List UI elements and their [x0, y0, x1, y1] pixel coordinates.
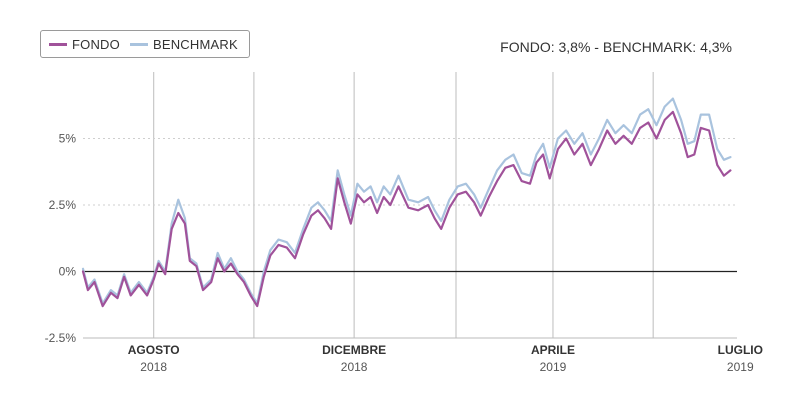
x-tick-year-label: 2018 [140, 360, 167, 374]
legend-item-fondo[interactable]: FONDO [49, 37, 120, 52]
x-tick-year-label: 2019 [540, 360, 567, 374]
x-tick-year-label: 2019 [727, 360, 754, 374]
x-tick-year-label: 2018 [341, 360, 368, 374]
performance-summary: FONDO: 3,8% - BENCHMARK: 4,3% [500, 39, 732, 55]
series-line-fondo [81, 110, 732, 308]
y-tick-label: -2.5% [45, 331, 77, 345]
y-tick-label: 5% [59, 132, 77, 146]
x-tick-month-label: LUGLIO [718, 343, 763, 357]
x-tick-month-label: AGOSTO [128, 343, 180, 357]
legend-swatch-fondo [49, 42, 67, 46]
legend-label-fondo: FONDO [72, 36, 120, 52]
legend-item-benchmark[interactable]: BENCHMARK [129, 36, 238, 52]
legend-swatch-benchmark [129, 42, 148, 46]
y-tick-label: 0% [59, 265, 77, 279]
series-line-benchmark [81, 97, 732, 305]
legend-label-benchmark: BENCHMARK [152, 36, 238, 52]
x-tick-month-label: DICEMBRE [322, 343, 386, 357]
x-tick-month-label: APRILE [531, 343, 575, 357]
chart-legend: FONDO BENCHMARK [40, 30, 250, 58]
y-tick-label: 2.5% [49, 198, 77, 212]
